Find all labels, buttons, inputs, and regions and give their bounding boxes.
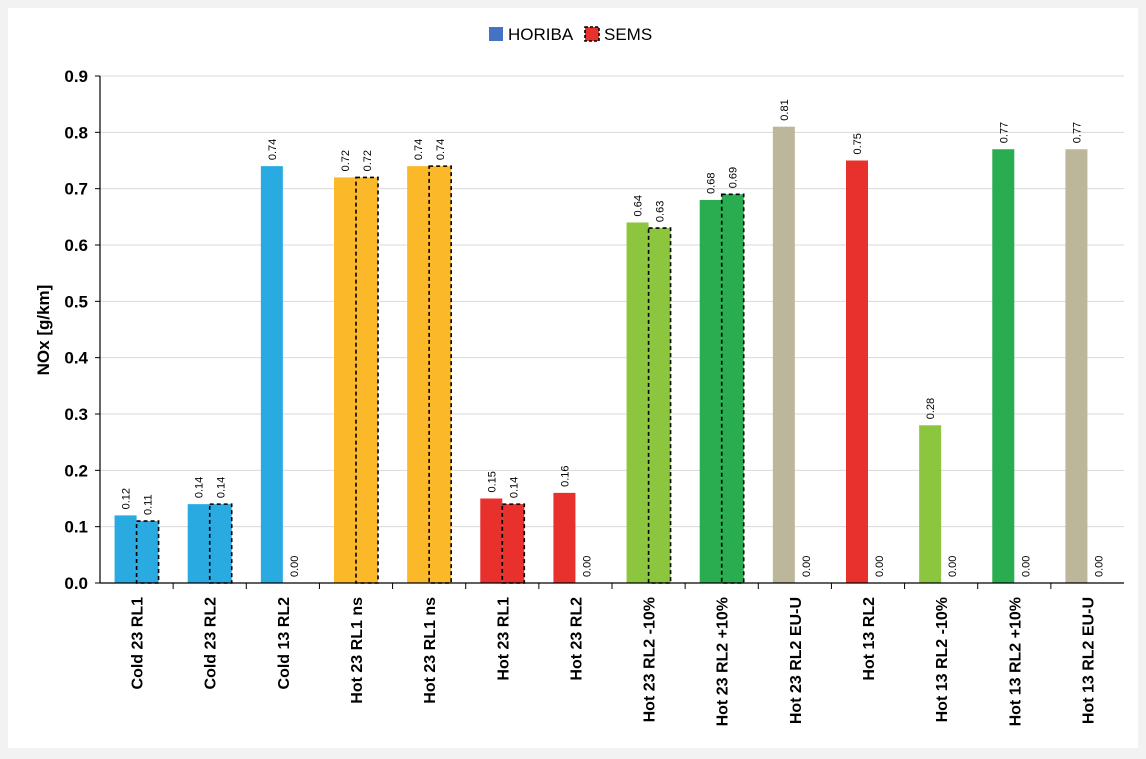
legend-swatch-horiba <box>489 27 503 41</box>
bar-horiba <box>407 166 430 583</box>
bar-sems <box>135 520 160 584</box>
data-label-horiba: 0.68 <box>706 173 718 194</box>
y-tick-label: 0.5 <box>64 292 88 311</box>
y-tick-label: 0.3 <box>64 405 88 424</box>
bar-horiba <box>1065 149 1088 583</box>
data-label-horiba: 0.81 <box>779 99 791 120</box>
x-tick-label: Hot 13 RL2 +10% <box>1007 597 1024 726</box>
bar-horiba <box>626 222 649 583</box>
y-tick-label: 0.0 <box>64 574 88 593</box>
x-tick-label: Hot 13 RL2 <box>861 597 878 681</box>
data-label-horiba: 0.16 <box>559 465 571 486</box>
x-tick-label: Hot 23 RL2 +10% <box>715 597 732 726</box>
bar-horiba <box>699 199 722 583</box>
x-tick-label: Cold 23 RL2 <box>203 597 220 690</box>
x-tick-label: Cold 23 RL1 <box>130 597 147 690</box>
y-tick-label: 0.7 <box>64 180 88 199</box>
legend: HORIBA SEMS <box>489 25 652 44</box>
data-label-sems: 0.00 <box>289 556 301 577</box>
y-tick-label: 0.8 <box>64 123 88 142</box>
data-label-sems: 0.00 <box>801 556 813 577</box>
data-label-horiba: 0.28 <box>925 398 937 419</box>
data-label-sems: 0.74 <box>435 139 447 160</box>
data-label-sems: 0.00 <box>1020 556 1032 577</box>
bar-horiba <box>919 425 942 583</box>
data-label-sems: 0.00 <box>874 556 886 577</box>
y-axis-title: NOx [g/km] <box>34 285 53 376</box>
bar-sems <box>720 193 745 584</box>
legend-swatch-sems <box>584 26 600 42</box>
chart-area-background <box>8 8 1138 748</box>
data-label-horiba: 0.74 <box>413 139 425 160</box>
data-label-horiba: 0.74 <box>267 139 279 160</box>
data-labels: 0.12 0.11 0.14 0.14 0.74 0.00 0.72 0.72 0.74 0.74… <box>121 99 1106 577</box>
y-tick-label: 0.6 <box>64 236 88 255</box>
data-label-horiba: 0.15 <box>486 471 498 492</box>
data-label-sems: 0.14 <box>216 477 228 498</box>
bar-horiba <box>334 177 356 583</box>
x-tick-label: Hot 23 RL2 -10% <box>642 597 659 722</box>
data-label-sems: 0.00 <box>581 556 593 577</box>
bar-sems <box>501 503 526 584</box>
y-tick-label: 0.1 <box>64 518 88 537</box>
data-label-sems: 0.63 <box>655 201 667 222</box>
x-tick-label: Hot 23 RL1 ns <box>349 597 366 704</box>
bar-horiba <box>553 492 576 583</box>
data-label-horiba: 0.14 <box>194 477 206 498</box>
data-label-sems: 0.11 <box>143 494 155 515</box>
data-label-horiba: 0.75 <box>852 133 864 154</box>
bar-horiba <box>114 515 137 583</box>
data-label-sems: 0.00 <box>1093 556 1105 577</box>
y-tick-label: 0.9 <box>64 67 88 86</box>
data-label-horiba: 0.77 <box>998 122 1010 143</box>
x-tick-label: Cold 13 RL2 <box>276 597 293 690</box>
bar-sems <box>647 227 672 584</box>
data-label-sems: 0.72 <box>362 150 374 171</box>
bar-sems <box>428 165 452 584</box>
bar-sems <box>355 176 379 584</box>
x-tick-label: Hot 23 RL1 <box>495 597 512 681</box>
x-tick-label: Hot 23 RL2 EU-U <box>788 597 805 724</box>
data-label-sems: 0.00 <box>947 556 959 577</box>
bar-horiba <box>772 126 795 583</box>
x-tick-label: Hot 23 RL2 <box>568 597 585 681</box>
x-tick-label: Hot 23 RL1 ns <box>422 597 439 704</box>
bar-sems <box>208 503 233 584</box>
data-label-sems: 0.69 <box>728 167 740 188</box>
y-tick-label: 0.2 <box>64 461 88 480</box>
legend-label-horiba: HORIBA <box>508 25 574 44</box>
x-tick-label: Hot 13 RL2 -10% <box>934 597 951 722</box>
bar-horiba <box>260 166 283 583</box>
bar-horiba <box>187 504 210 583</box>
y-tick-label: 0.4 <box>64 349 88 368</box>
data-label-horiba: 0.12 <box>121 488 133 509</box>
data-label-horiba: 0.72 <box>340 150 352 171</box>
legend-label-sems: SEMS <box>604 25 652 44</box>
x-tick-label: Hot 13 RL2 EU-U <box>1080 597 1097 724</box>
axes: 0.0 0.1 0.2 0.3 0.4 0.5 0.6 0.7 0.8 0.9 Cold 23 RL… <box>64 67 1124 726</box>
data-label-sems: 0.14 <box>508 477 520 498</box>
data-label-horiba: 0.64 <box>633 195 645 216</box>
bars <box>114 126 1088 584</box>
data-label-horiba: 0.77 <box>1071 122 1083 143</box>
bar-horiba <box>480 498 503 583</box>
bar-horiba <box>846 160 868 583</box>
bar-horiba <box>992 149 1015 583</box>
